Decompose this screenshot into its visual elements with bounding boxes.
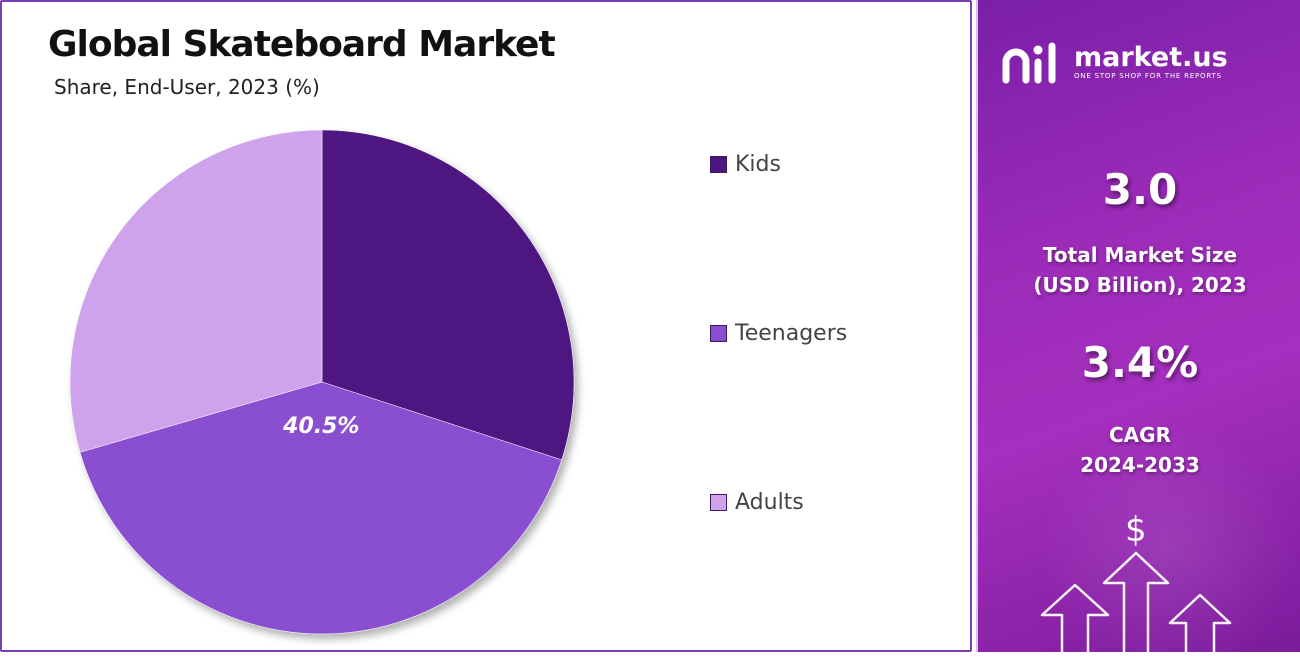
pie-data-label-teenagers: 40.5% — [282, 414, 359, 439]
pie-chart: 40.5% — [69, 129, 575, 635]
legend-swatch — [710, 494, 727, 511]
legend-item-kids: Kids — [710, 152, 781, 177]
pie-slice-adults — [69, 129, 323, 453]
dollar-icon: $ — [1125, 510, 1147, 550]
legend-item-adults: Adults — [710, 490, 804, 515]
market-size-value: 3.0 — [1102, 165, 1178, 214]
market-size-label-line1: Total Market Size — [1042, 243, 1238, 267]
legend-swatch — [710, 156, 727, 173]
legend-label: Teenagers — [735, 321, 848, 346]
legend-swatch — [710, 325, 727, 342]
background-glow — [1038, 420, 1298, 652]
market-us-logo-icon — [1002, 42, 1056, 84]
chart-subtitle: Share, End-User, 2023 (%) — [54, 75, 320, 99]
market-size-label-line2: (USD Billion), 2023 — [1033, 273, 1247, 297]
cagr-label-line2: 2024-2033 — [1080, 453, 1200, 477]
cagr-label-line1: CAGR — [1109, 423, 1171, 447]
legend-label: Adults — [735, 490, 804, 515]
chart-panel: Global Skateboard Market Share, End-User… — [0, 0, 972, 652]
legend-label: Kids — [735, 152, 781, 177]
brand-tagline: ONE STOP SHOP FOR THE REPORTS — [1074, 72, 1222, 80]
brand-logo: market.us ONE STOP SHOP FOR THE REPORTS — [1000, 40, 1228, 84]
chart-title: Global Skateboard Market — [48, 24, 556, 65]
pie-slice-kids — [321, 129, 575, 461]
brand-name: market.us — [1074, 42, 1228, 73]
legend-item-teenagers: Teenagers — [710, 321, 847, 346]
growth-arrows-icon — [1040, 551, 1232, 652]
pie-slice-teenagers — [79, 381, 562, 635]
cagr-value: 3.4% — [1081, 338, 1199, 387]
stats-panel: market.us ONE STOP SHOP FOR THE REPORTS … — [976, 0, 1300, 652]
